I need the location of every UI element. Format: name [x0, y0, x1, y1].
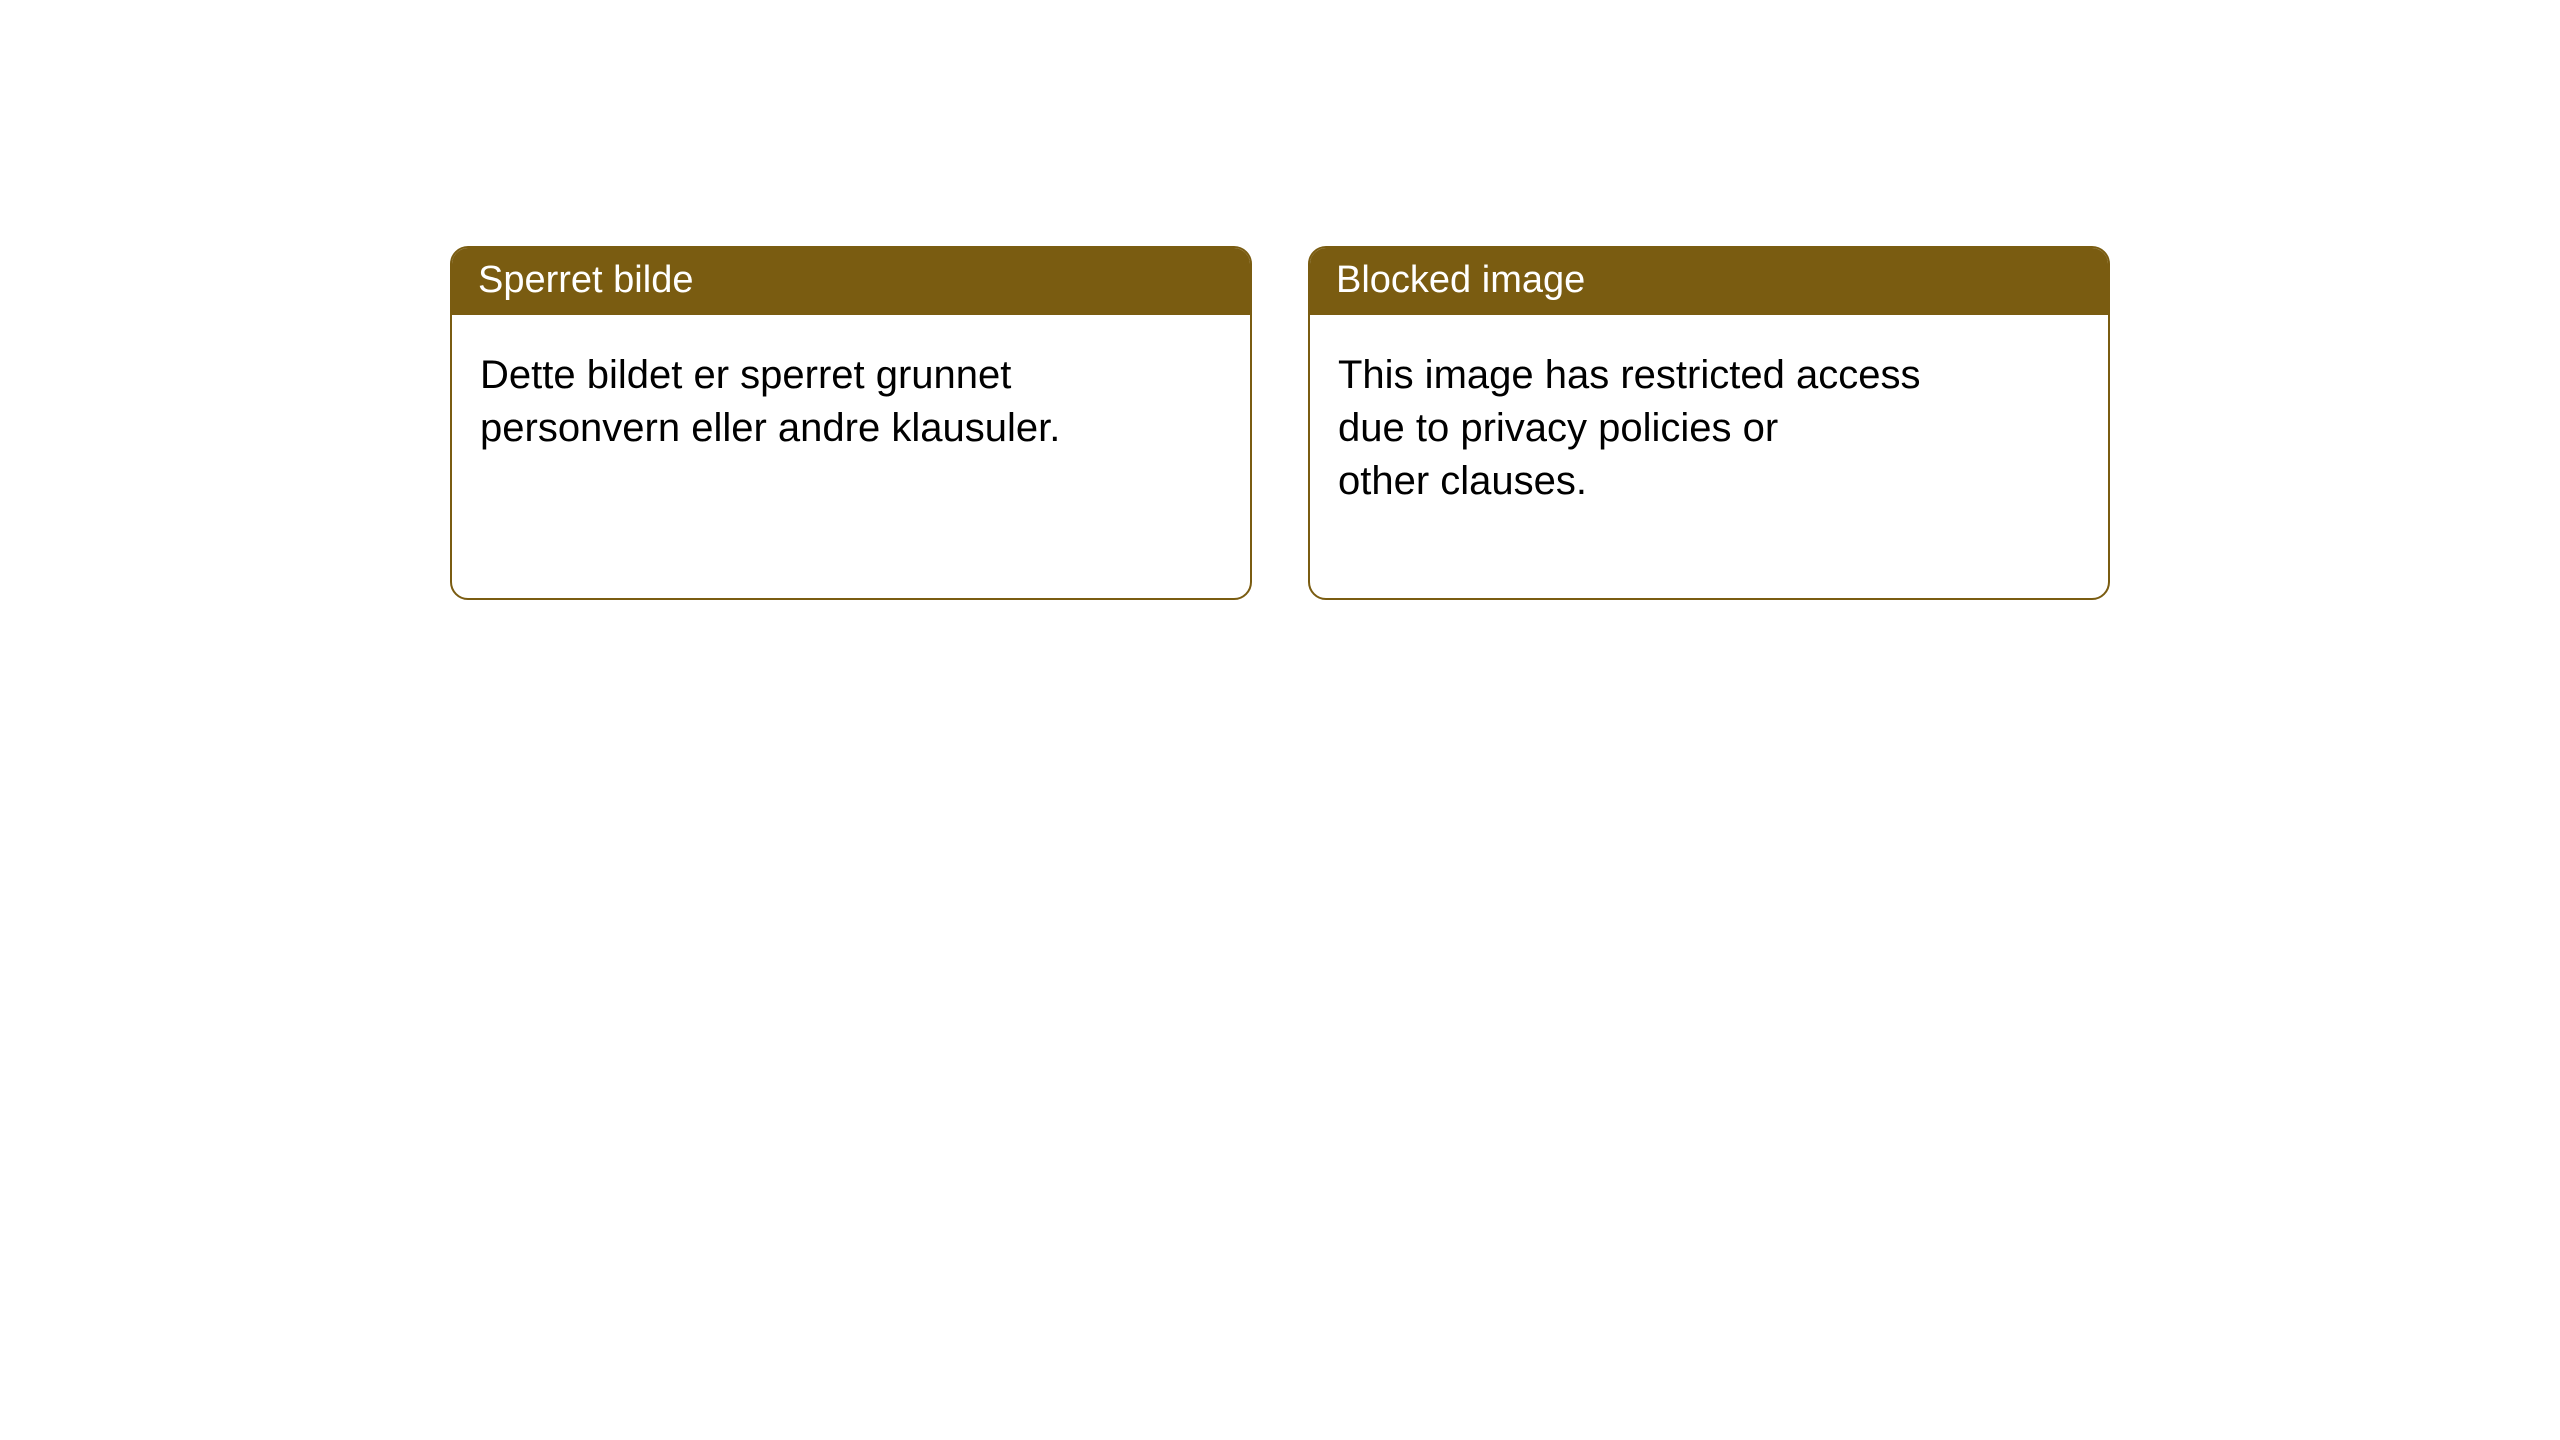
notice-title: Blocked image: [1310, 248, 2108, 315]
notice-container: Sperret bilde Dette bildet er sperret gr…: [0, 0, 2560, 600]
notice-card-english: Blocked image This image has restricted …: [1308, 246, 2110, 600]
notice-title: Sperret bilde: [452, 248, 1250, 315]
notice-card-norwegian: Sperret bilde Dette bildet er sperret gr…: [450, 246, 1252, 600]
notice-body: This image has restricted access due to …: [1310, 315, 2108, 597]
notice-body: Dette bildet er sperret grunnet personve…: [452, 315, 1250, 545]
